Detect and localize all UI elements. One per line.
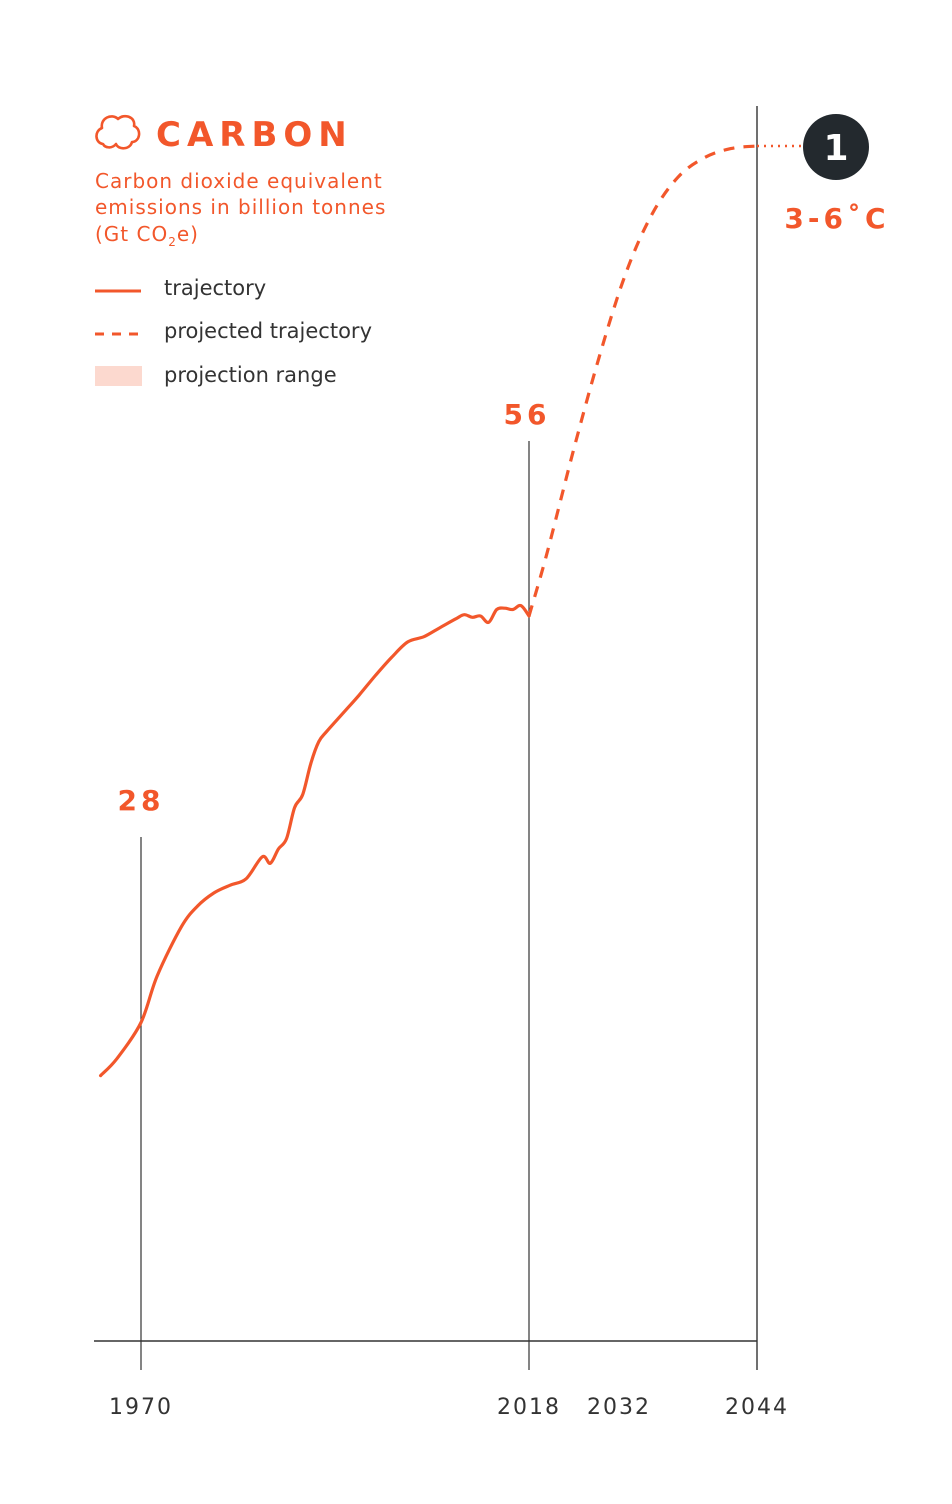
value-label-1970: 28	[118, 784, 165, 817]
subtitle-unit-post: e)	[177, 222, 199, 246]
chart-title: CARBON	[156, 115, 353, 155]
legend-projected-label: projected trajectory	[164, 319, 372, 343]
legend-trajectory-label: trajectory	[164, 276, 266, 300]
x-tick-2032: 2032	[587, 1395, 651, 1420]
subtitle-line-2: emissions in billion tonnes	[95, 195, 386, 219]
scenario-badge	[803, 114, 869, 180]
scenario-badge-number: 1	[823, 128, 848, 169]
legend-range-swatch	[95, 366, 142, 386]
x-tick-2018: 2018	[497, 1395, 561, 1420]
x-tick-1970: 1970	[109, 1395, 173, 1420]
x-tick-2044: 2044	[725, 1395, 789, 1420]
projected-trajectory-line	[527, 144, 758, 617]
subtitle-unit-pre: (Gt CO	[95, 222, 168, 246]
subtitle-unit-subscript: 2	[168, 235, 177, 249]
trajectory-line	[99, 603, 531, 1078]
legend-range-label: projection range	[164, 363, 337, 387]
carbon-cloud-icon	[95, 114, 141, 150]
subtitle-line-1: Carbon dioxide equivalent	[95, 169, 383, 193]
temperature-label: 3-6˚C	[784, 202, 889, 235]
value-label-2018: 56	[504, 398, 551, 431]
subtitle-line-3: (Gt CO2e)	[95, 222, 199, 249]
